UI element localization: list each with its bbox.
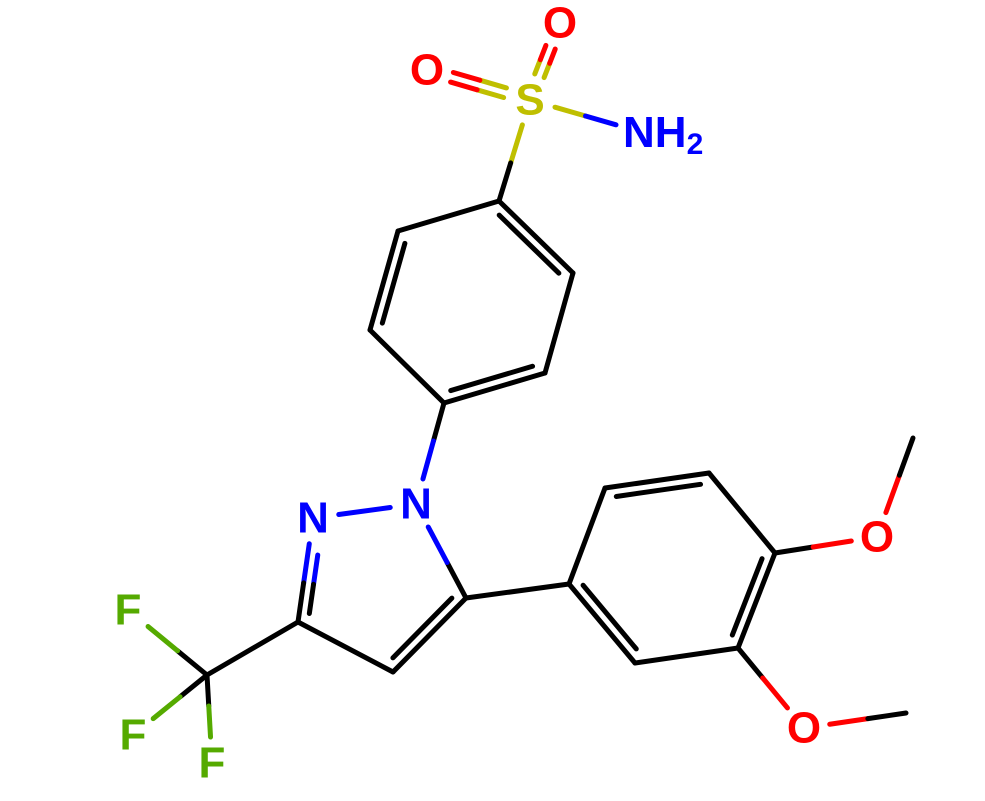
atom-Np2: N [297,494,329,543]
atom-S: S [515,76,544,125]
atom-F3: F [199,739,226,788]
atom-F1: F [115,586,142,635]
atom-O4: O [787,704,821,753]
atom-O3: O [860,513,894,562]
atom-Np1: N [400,480,432,529]
atom-O2: O [543,0,577,48]
atom-F2: F [120,711,147,760]
molecule-diagram: SOONH2NNFFFOO [0,0,985,801]
atom-O1: O [410,46,444,95]
atom-N_am: NH2 [623,108,703,161]
